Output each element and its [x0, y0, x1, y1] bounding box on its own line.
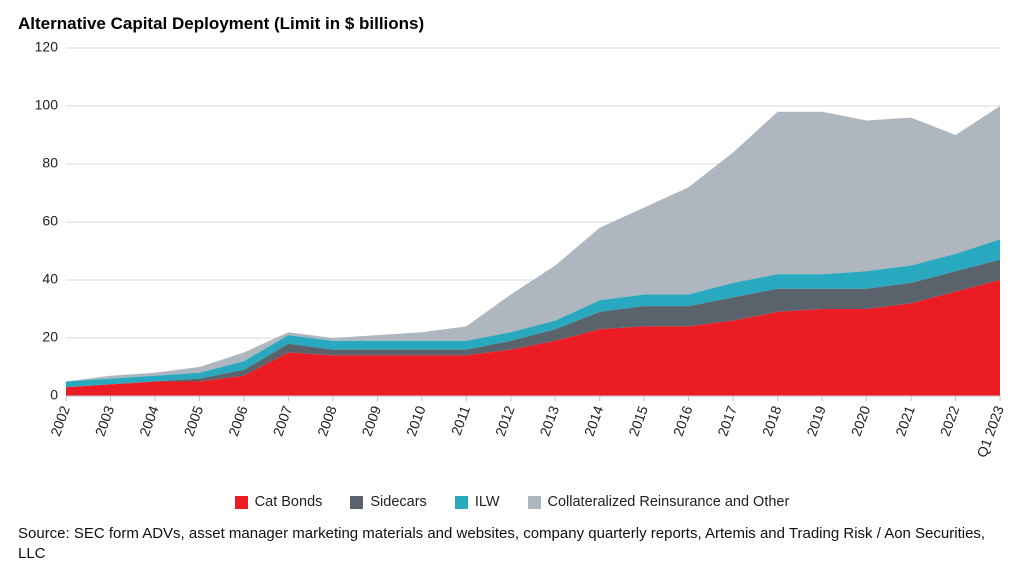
- x-tick-label: 2011: [448, 403, 473, 437]
- x-tick-label: 2021: [892, 403, 918, 438]
- x-tick-label: 2005: [181, 403, 207, 438]
- x-tick-label: Q1 2023: [973, 403, 1006, 459]
- x-tick-label: 2007: [270, 403, 296, 438]
- x-tick-label: 2006: [225, 403, 251, 438]
- x-tick-label: 2003: [92, 403, 118, 438]
- legend-item-collateralized: Collateralized Reinsurance and Other: [528, 494, 790, 510]
- x-tick-label: 2018: [759, 403, 785, 438]
- legend: Cat Bonds Sidecars ILW Collateralized Re…: [18, 494, 1006, 510]
- x-tick-label: 2012: [492, 403, 518, 438]
- svg-text:60: 60: [42, 213, 58, 229]
- x-tick-label: 2016: [670, 403, 696, 438]
- x-tick-label: 2004: [136, 403, 162, 438]
- stacked-area-chart: 0 20 40 60 80 100 120 2002 2003 2004 2005 2006 2007 2…: [18, 40, 1006, 460]
- legend-label: ILW: [475, 494, 500, 510]
- legend-swatch: [350, 496, 363, 509]
- legend-swatch: [455, 496, 468, 509]
- x-tick-label: 2010: [403, 403, 429, 438]
- x-tick-label: 2002: [47, 403, 73, 438]
- x-tick-label: 2015: [625, 403, 651, 438]
- x-tick-label: 2014: [581, 403, 607, 438]
- svg-text:20: 20: [42, 329, 58, 345]
- legend-swatch: [528, 496, 541, 509]
- x-tick-label: 2008: [314, 403, 340, 438]
- legend-label: Collateralized Reinsurance and Other: [548, 494, 790, 510]
- legend-item-cat-bonds: Cat Bonds: [235, 494, 323, 510]
- svg-text:40: 40: [42, 271, 58, 287]
- x-tick-label: 2009: [358, 403, 384, 438]
- legend-label: Cat Bonds: [255, 494, 323, 510]
- legend-item-sidecars: Sidecars: [350, 494, 426, 510]
- svg-text:100: 100: [35, 97, 59, 113]
- legend-label: Sidecars: [370, 494, 426, 510]
- x-tick-label: 2013: [536, 403, 562, 438]
- chart-area: 0 20 40 60 80 100 120 2002 2003 2004 2005 2006 2007 2…: [18, 40, 1006, 460]
- svg-text:0: 0: [50, 387, 58, 403]
- chart-title: Alternative Capital Deployment (Limit in…: [18, 14, 1006, 34]
- x-tick-label: 2022: [937, 403, 963, 438]
- legend-item-ilw: ILW: [455, 494, 500, 510]
- legend-swatch: [235, 496, 248, 509]
- svg-text:120: 120: [35, 40, 59, 55]
- source-text: Source: SEC form ADVs, asset manager mar…: [18, 524, 1006, 565]
- x-tick-label: 2020: [848, 403, 874, 438]
- x-tick-label: 2017: [714, 403, 740, 438]
- x-tick-label: 2019: [803, 403, 829, 438]
- svg-text:80: 80: [42, 155, 58, 171]
